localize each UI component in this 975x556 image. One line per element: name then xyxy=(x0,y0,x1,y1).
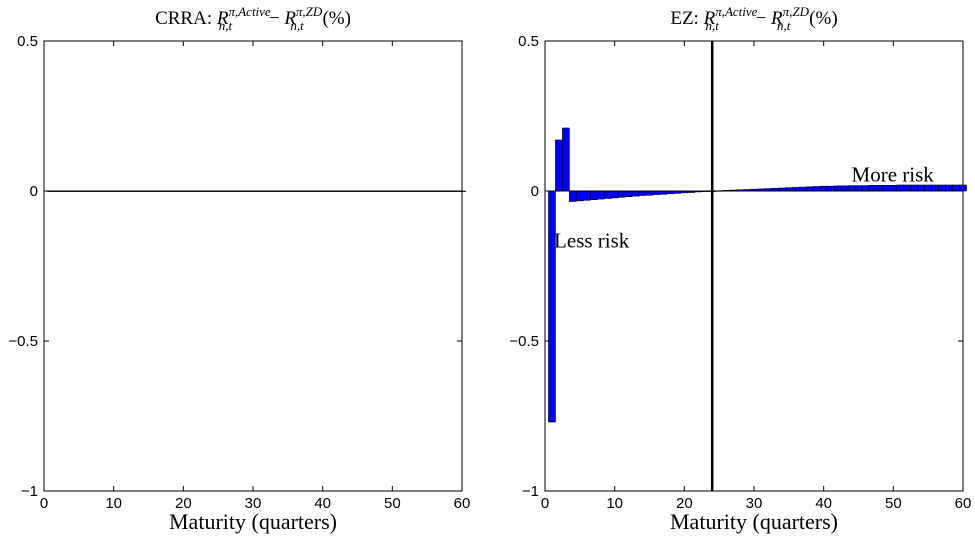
y-tick-label: −0.5 xyxy=(509,333,539,350)
bar-maturity-36 xyxy=(792,187,800,192)
bar-maturity-1 xyxy=(548,190,556,423)
chart-title: CRRA: Rπ,Active n,t − Rπ,ZD n,t (%) xyxy=(155,4,351,33)
y-tick-label: −0.5 xyxy=(8,333,38,350)
x-tick-label: 0 xyxy=(40,495,48,512)
bar-maturity-59 xyxy=(952,184,960,192)
bar-maturity-11 xyxy=(617,190,626,198)
bar-maturity-4 xyxy=(569,190,577,202)
bar-maturity-15 xyxy=(645,190,654,196)
bar-maturity-41 xyxy=(826,185,835,192)
y-tick-label: 0.5 xyxy=(17,33,38,50)
title-symbol: R xyxy=(703,8,716,29)
title-symbol: R xyxy=(283,8,296,29)
x-tick-label: 10 xyxy=(606,495,623,512)
title-symbol: R xyxy=(216,8,229,29)
title-superscript: π,ZD xyxy=(296,4,323,19)
bar-maturity-43 xyxy=(840,185,849,192)
title-subscript: n,t xyxy=(219,18,233,33)
chart-panel-2: EZ: Rπ,Active n,t − Rπ,ZD n,t (%)0 10 20 30 40… xyxy=(509,4,971,534)
title-subscript: n,t xyxy=(290,18,304,33)
bar-maturity-16 xyxy=(652,190,661,195)
x-tick-label: 20 xyxy=(676,495,693,512)
bar-maturity-42 xyxy=(833,185,842,192)
y-tick-label: 0 xyxy=(531,183,539,200)
title-minus: − xyxy=(264,8,284,29)
bar-maturity-6 xyxy=(583,190,591,201)
y-tick-label: −1 xyxy=(21,483,38,500)
annotation-label: Less risk xyxy=(554,229,630,253)
bar-maturity-2 xyxy=(555,139,563,192)
chart-title: EZ: Rπ,Active n,t − Rπ,ZD n,t (%) xyxy=(670,4,837,33)
x-tick-label: 60 xyxy=(454,495,471,512)
y-tick-label: 0.5 xyxy=(518,33,539,50)
x-tick-label: 30 xyxy=(245,495,262,512)
bar-maturity-38 xyxy=(805,186,814,192)
bar-maturity-7 xyxy=(589,190,598,200)
x-tick-label: 0 xyxy=(541,495,549,512)
bar-maturity-3 xyxy=(562,127,570,192)
title-prefix: CRRA: xyxy=(155,8,217,29)
bar-maturity-39 xyxy=(812,186,821,192)
bar-maturity-60 xyxy=(959,184,967,192)
bar-maturity-57 xyxy=(938,184,946,192)
y-tick-label: −1 xyxy=(522,483,539,500)
x-tick-label: 30 xyxy=(746,495,763,512)
bar-maturity-40 xyxy=(819,185,828,192)
x-tick-label: 10 xyxy=(105,495,122,512)
title-symbol: R xyxy=(770,8,783,29)
title-subscript: n,t xyxy=(705,18,719,33)
y-tick-label: 0 xyxy=(30,183,38,200)
title-superscript: π,ZD xyxy=(783,4,810,19)
annotation-label: More risk xyxy=(852,163,935,187)
x-tick-label: 50 xyxy=(885,495,902,512)
bar-maturity-9 xyxy=(603,190,612,199)
x-tick-label: 40 xyxy=(314,495,331,512)
bar-maturity-10 xyxy=(610,190,619,199)
title-subscript: n,t xyxy=(777,18,791,33)
x-axis-title: Maturity (quarters) xyxy=(670,509,838,534)
bar-maturity-14 xyxy=(638,190,647,196)
bar-maturity-37 xyxy=(798,186,807,192)
x-tick-label: 60 xyxy=(955,495,972,512)
bar-maturity-12 xyxy=(624,190,633,197)
x-tick-label: 40 xyxy=(815,495,832,512)
x-tick-label: 50 xyxy=(384,495,401,512)
plot-area-frame xyxy=(43,40,463,492)
title-superscript: π,Active xyxy=(715,4,757,19)
bar-maturity-13 xyxy=(631,190,640,197)
bar-maturity-8 xyxy=(596,190,605,200)
x-tick-label: 20 xyxy=(175,495,192,512)
title-minus: − xyxy=(751,8,771,29)
x-axis-title: Maturity (quarters) xyxy=(169,509,337,534)
title-unit: (%) xyxy=(804,8,837,29)
bar-maturity-58 xyxy=(945,184,953,192)
title-superscript: π,Active xyxy=(228,4,270,19)
title-prefix: EZ: xyxy=(670,8,703,29)
bar-maturity-5 xyxy=(576,190,584,202)
title-unit: (%) xyxy=(318,8,351,29)
plot-area-frame xyxy=(544,40,964,492)
chart-panel-1: CRRA: Rπ,Active n,t − Rπ,ZD n,t (%)0 10 20 30… xyxy=(8,4,470,534)
